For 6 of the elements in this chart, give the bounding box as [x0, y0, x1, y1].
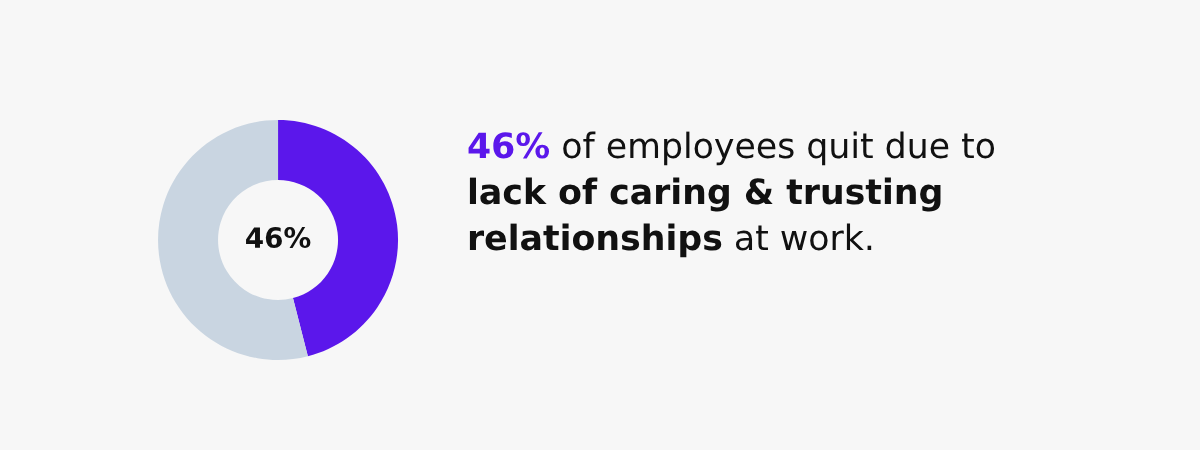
text: lack of caring & trusting	[469, 177, 941, 212]
text: at work.	[736, 223, 872, 251]
text: relationships	[469, 223, 722, 258]
text: of employees quit due to	[563, 131, 995, 166]
text: 46%	[468, 132, 550, 159]
data-label: 46%	[246, 227, 311, 249]
